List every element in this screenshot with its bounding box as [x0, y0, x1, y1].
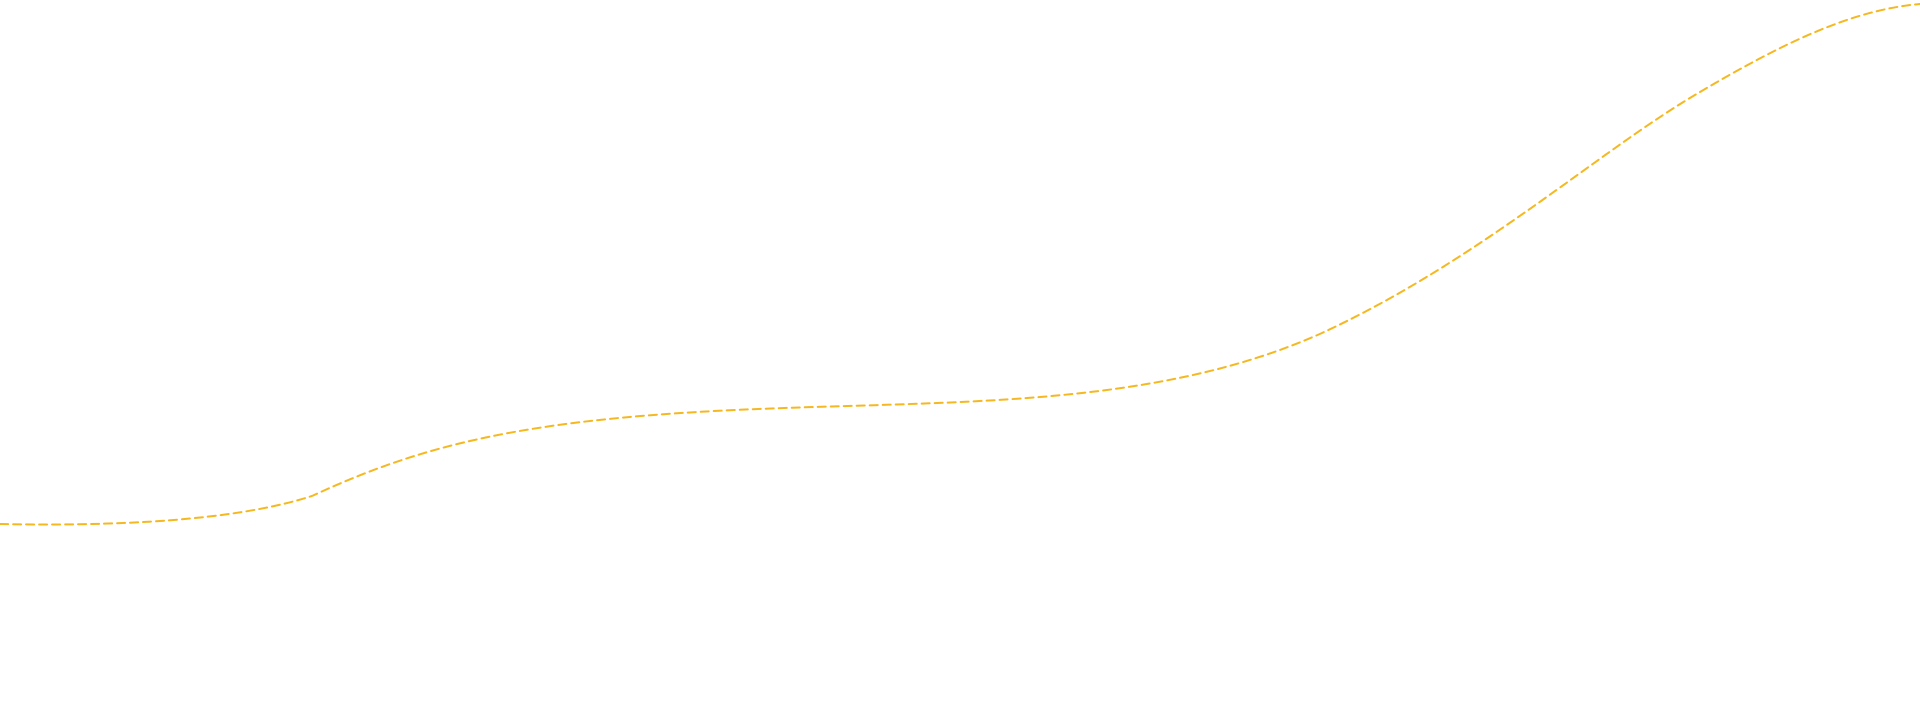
dashed-curve — [0, 3, 1920, 526]
